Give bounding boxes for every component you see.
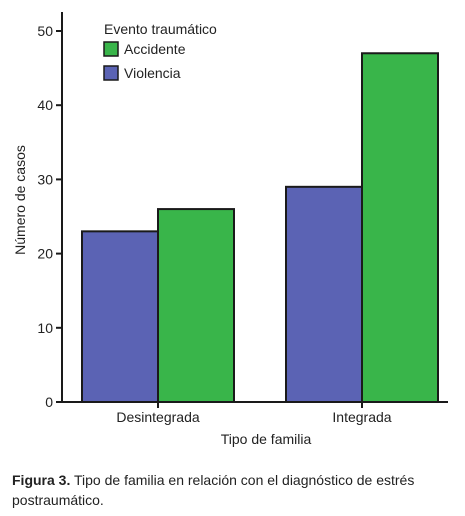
figure-caption: Figura 3. Tipo de familia en relación co…: [12, 470, 460, 510]
y-tick-label: 0: [45, 394, 53, 410]
legend-swatch-accidente: [103, 41, 119, 57]
y-tick-label: 50: [37, 23, 53, 39]
legend-title: Evento traumático: [104, 21, 217, 37]
y-tick-label: 20: [37, 246, 53, 262]
x-tick-label: Desintegrada: [116, 409, 199, 425]
x-tick-label: Integrada: [332, 409, 391, 425]
caption-label: Figura 3.: [12, 472, 71, 488]
legend-label-violencia: Violencia: [124, 65, 181, 81]
bar-accidente-integrada: [361, 52, 439, 403]
legend: Evento traumático Accidente Violencia: [103, 21, 217, 81]
y-tick-label: 40: [37, 97, 53, 113]
legend-swatch-violencia: [103, 65, 119, 81]
bar-accidente-desintegrada: [157, 208, 235, 403]
x-axis-title: Tipo de familia: [221, 431, 312, 447]
bar-violencia-integrada: [285, 185, 363, 403]
y-tick-label: 30: [37, 171, 53, 187]
bar-violencia-desintegrada: [81, 230, 159, 403]
y-tick-label: 10: [37, 320, 53, 336]
legend-label-accidente: Accidente: [124, 41, 186, 57]
y-axis-title: Número de casos: [12, 145, 28, 255]
bars-group: [81, 52, 439, 403]
axes-group: Desintegrada Integrada 0 10 20 30 40 50: [37, 12, 448, 425]
caption-text: Tipo de familia en relación con el diagn…: [12, 472, 415, 508]
bar-chart: Desintegrada Integrada 0 10 20 30 40 50 Evento …: [12, 12, 448, 447]
